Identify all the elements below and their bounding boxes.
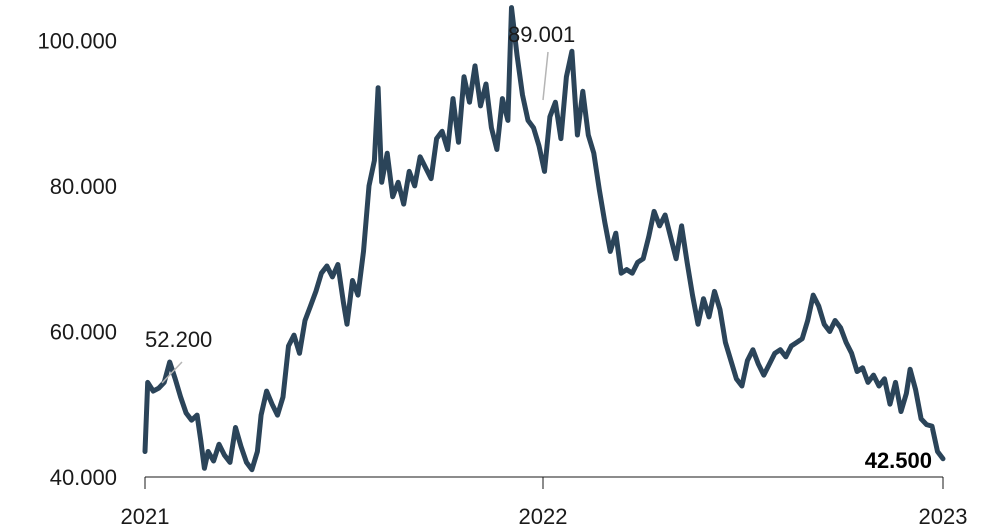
series-layer [142,5,946,473]
annotation-label: 89.001 [508,22,575,47]
y-tick-labels: 40.000 60.000 80.000 100.000 [37,28,117,490]
annotation-leader [161,361,183,384]
x-tick-label: 2022 [519,504,568,529]
x-tick-labels: 2021 2022 2023 [121,477,968,529]
y-tick-label: 60.000 [50,319,117,344]
annotation-layer: 52.200 89.001 42.500 [145,22,932,473]
series-line [142,5,946,473]
y-tick-label: 40.000 [50,465,117,490]
y-tick-label: 100.000 [37,28,117,53]
x-tick-label: 2021 [121,504,170,529]
y-tick-label: 80.000 [50,174,117,199]
x-tick-label: 2023 [919,504,968,529]
annotation-label: 52.200 [145,327,212,352]
annotation-label: 42.500 [865,448,932,473]
annotation-leader [542,51,549,101]
